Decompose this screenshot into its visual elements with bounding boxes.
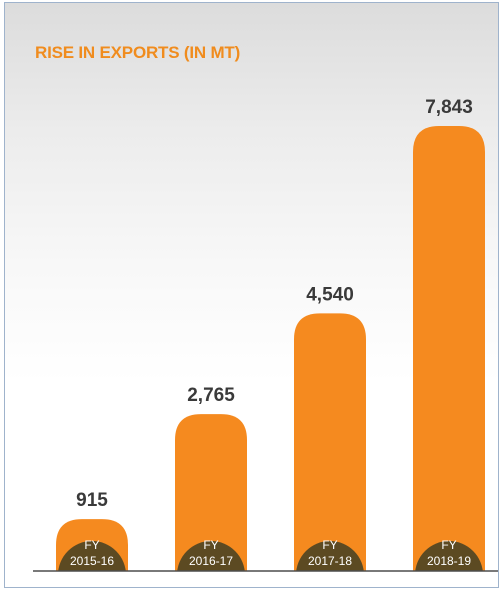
category-label: FY	[84, 538, 99, 552]
bar	[413, 126, 485, 571]
category-badge	[58, 541, 126, 571]
value-label: 2,765	[187, 385, 235, 406]
bar-chart: FY 2015-16 FY 2016-17 FY 2017-18 FY 2018-19 915 2…	[33, 97, 498, 572]
value-label: 4,540	[306, 284, 354, 305]
bar	[294, 313, 366, 571]
chart-title: RISE IN EXPORTS (IN MT)	[35, 43, 241, 62]
chart-panel: RISE IN EXPORTS (IN MT) FY 2015-16 FY 2016-…	[4, 2, 499, 588]
category-label: 2015-16	[70, 554, 114, 568]
category-badge	[177, 541, 245, 571]
plot-area: FY 2015-16 FY 2016-17 FY 2017-18 FY 2018-19	[56, 126, 485, 571]
category-badge	[296, 541, 364, 571]
value-label: 7,843	[425, 97, 473, 118]
category-label: FY	[203, 538, 218, 552]
category-label: 2017-18	[308, 554, 352, 568]
bar	[175, 414, 247, 571]
category-label: FY	[322, 538, 337, 552]
category-label: 2016-17	[189, 554, 233, 568]
value-label: 915	[76, 490, 108, 511]
category-badge	[415, 541, 483, 571]
category-label: 2018-19	[427, 554, 471, 568]
category-label: FY	[441, 538, 456, 552]
